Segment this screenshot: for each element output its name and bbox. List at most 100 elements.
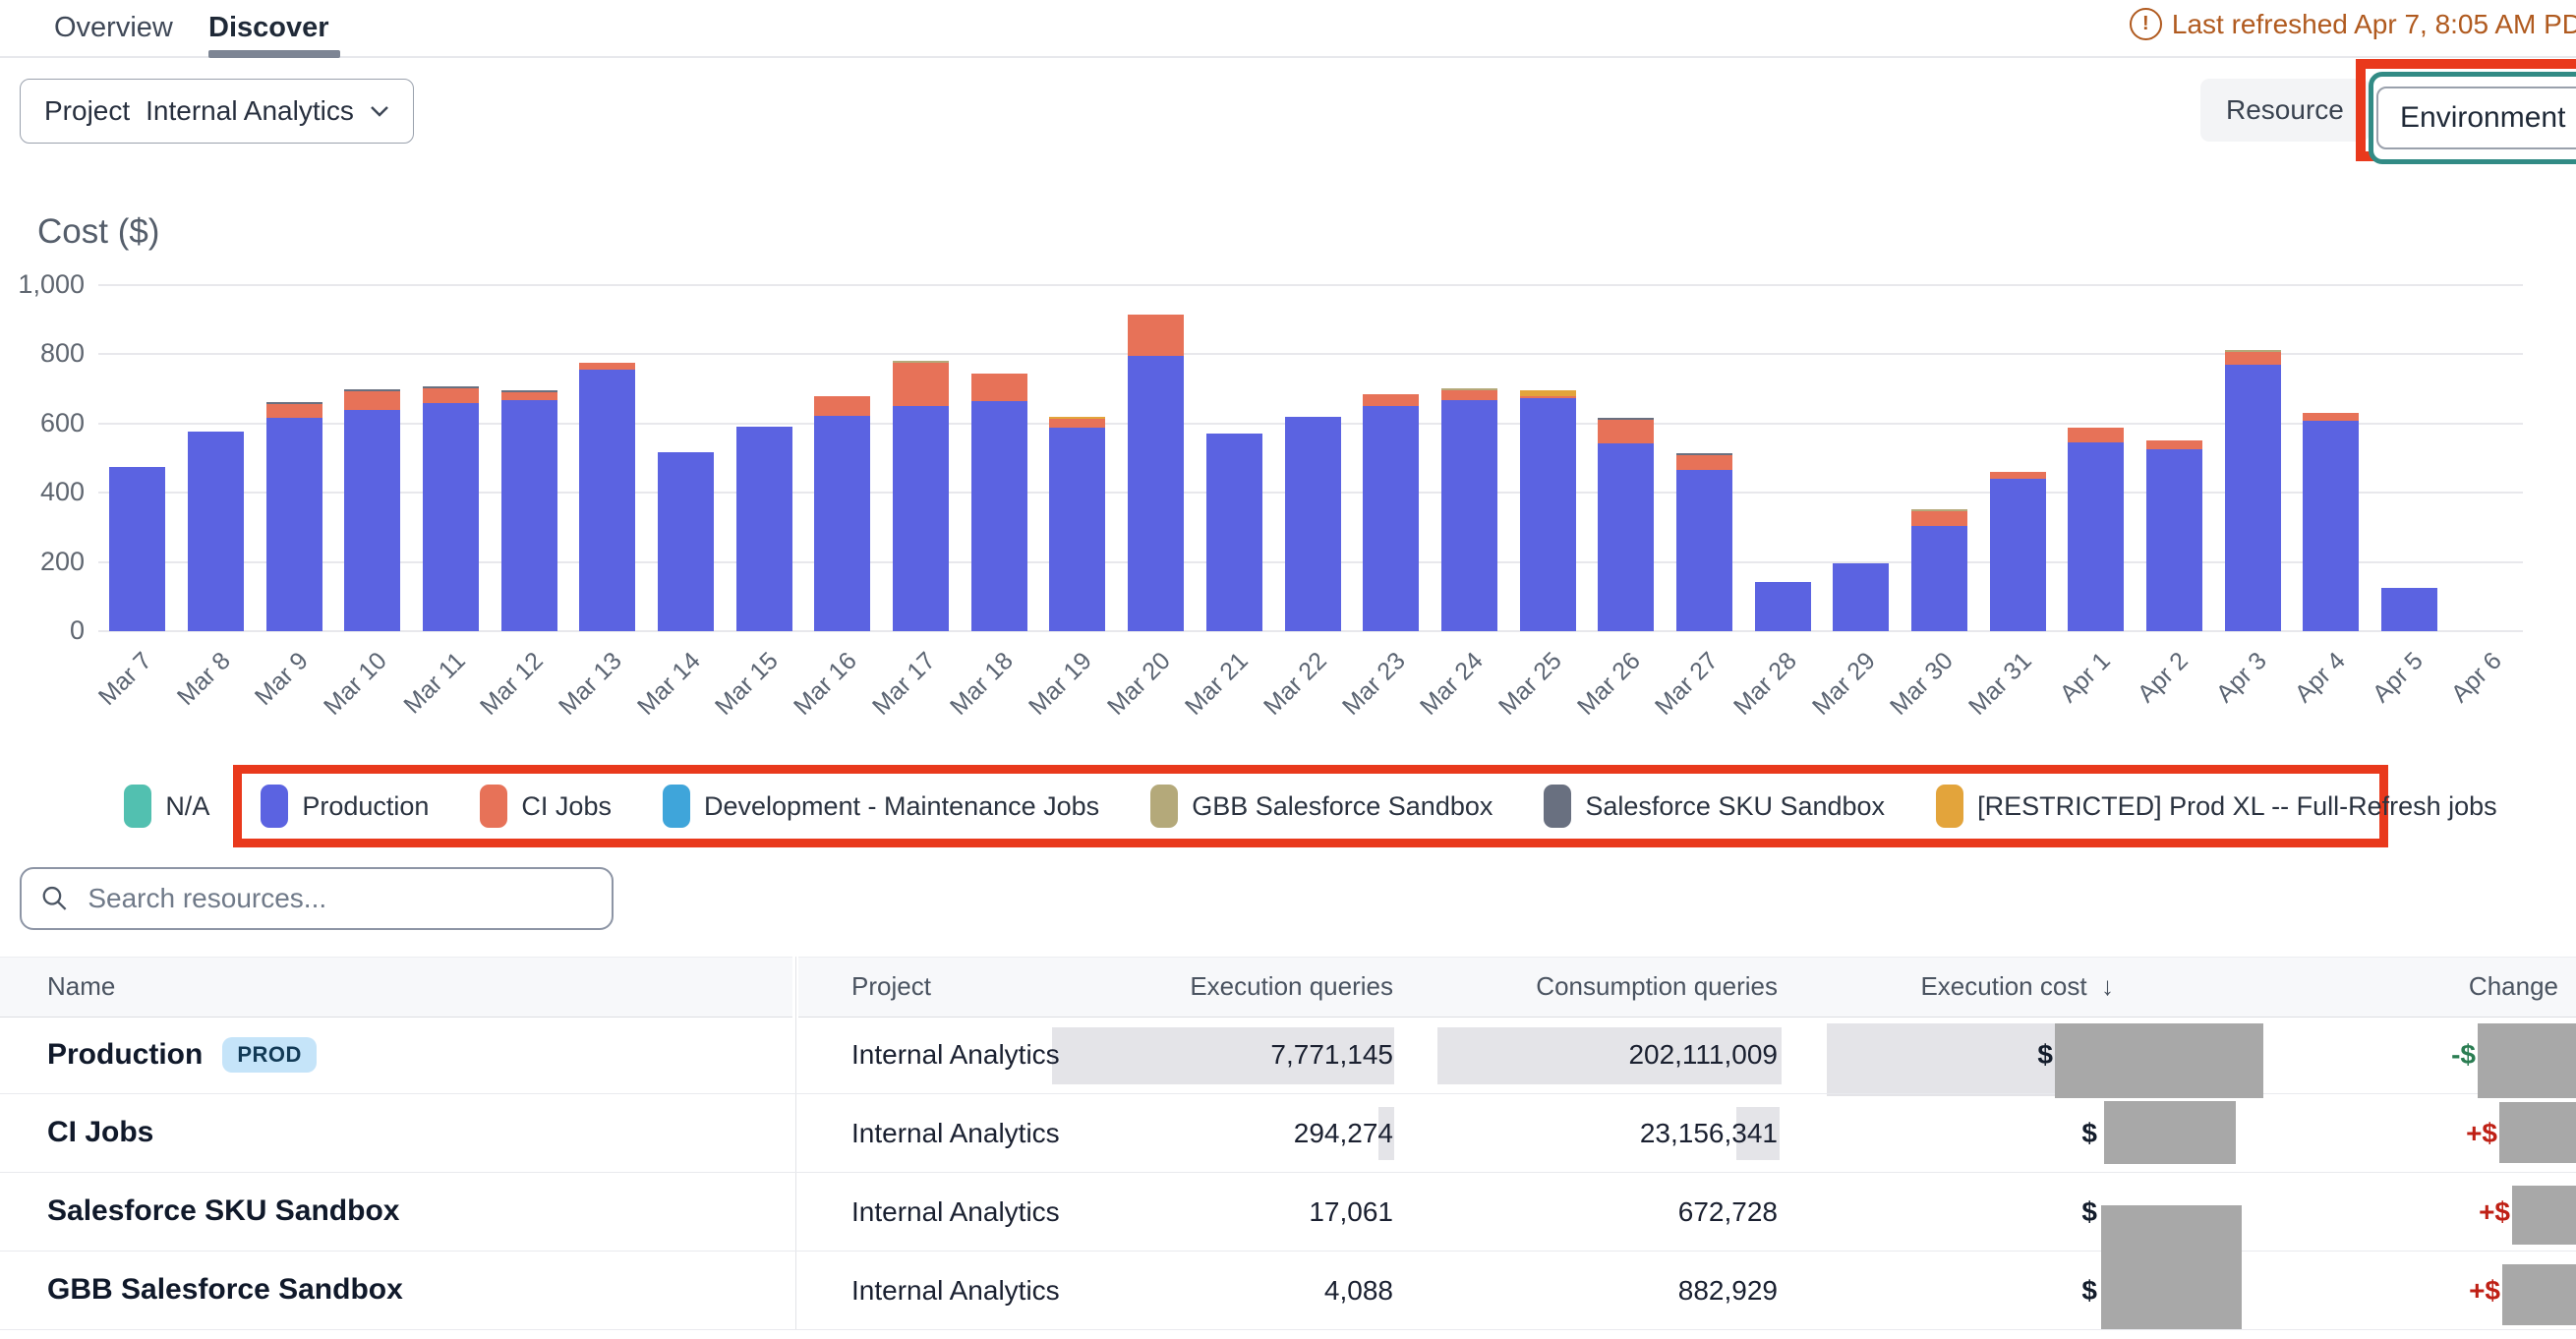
bar-segment-ci-jobs[interactable] [893, 362, 950, 406]
project-filter-dropdown[interactable]: Project Internal Analytics [20, 79, 414, 144]
bar-segment-ci-jobs[interactable] [1128, 314, 1185, 357]
bar-segment-ci-jobs[interactable] [344, 391, 401, 411]
bar-segment-production[interactable] [579, 370, 636, 631]
bar-segment-ci-jobs[interactable] [500, 392, 557, 401]
bar-segment-ci-jobs[interactable] [1989, 471, 2046, 480]
redacted-value [2101, 1205, 2242, 1329]
bar-segment-ci-jobs[interactable] [1519, 395, 1576, 398]
bar-segment-production[interactable] [1363, 406, 1420, 631]
sort-descending-icon[interactable]: ↓ [2101, 971, 2114, 1001]
bar-segment-salesforce-sku-sandbox[interactable] [265, 401, 322, 405]
tab-overview[interactable]: Overview [54, 12, 173, 43]
bar-segment-ci-jobs[interactable] [1675, 454, 1732, 471]
legend-item-gbb-salesforce-sandbox[interactable]: GBB Salesforce Sandbox [1150, 785, 1493, 828]
legend-item-production[interactable]: Production [261, 785, 429, 828]
bar-segment-gbb-salesforce-sandbox[interactable] [893, 360, 950, 363]
legend-item-n-a[interactable]: N/A [124, 785, 209, 828]
bar-segment-ci-jobs[interactable] [970, 374, 1027, 401]
bar-segment-production[interactable] [735, 427, 792, 631]
bar-segment-ci-jobs[interactable] [2303, 412, 2360, 422]
bar-segment-ci-jobs[interactable] [2145, 439, 2202, 450]
highlighted-cell [1052, 1027, 1394, 1084]
column-header-name[interactable]: Name [47, 971, 116, 1001]
bar-segment-production[interactable] [1598, 443, 1655, 631]
project-filter-label: Project [44, 95, 131, 126]
y-tick-label: 400 [39, 477, 85, 507]
bar-segment-production[interactable] [1284, 417, 1341, 631]
bar-segment-production[interactable] [814, 416, 871, 631]
resource-name[interactable]: CI Jobs [47, 1116, 154, 1148]
bar-segment-ci-jobs[interactable] [1363, 394, 1420, 407]
bar-segment-production[interactable] [970, 400, 1027, 631]
bar-segment-ci-jobs[interactable] [1440, 390, 1497, 400]
bar-segment-production[interactable] [265, 417, 322, 631]
bar-segment-production[interactable] [2224, 364, 2281, 631]
execution-cost-cell: $ [2081, 1196, 2097, 1227]
legend-item-ci-jobs[interactable]: CI Jobs [480, 785, 612, 828]
bar-segment-production[interactable] [2068, 442, 2125, 631]
table-row-ci-jobs[interactable]: CI Jobs Internal Analytics 294,274 23,156,3… [0, 1094, 2576, 1173]
bar-segment-salesforce-sku-sandbox[interactable] [344, 389, 401, 392]
bar-segment-production[interactable] [2145, 449, 2202, 631]
column-header-change[interactable]: Change [2468, 971, 2558, 1001]
bar-segment-salesforce-sku-sandbox[interactable] [423, 385, 480, 388]
resource-toggle-button[interactable]: Resource [2200, 79, 2370, 142]
bar-segment-production[interactable] [1833, 563, 1890, 631]
bar-segment-production[interactable] [1675, 470, 1732, 631]
legend-item-development-maintenance-jobs[interactable]: Development - Maintenance Jobs [662, 785, 1099, 828]
bar-segment-ci-jobs[interactable] [265, 404, 322, 418]
bar-segment-ci-jobs[interactable] [814, 395, 871, 417]
bar-segment-production[interactable] [1205, 434, 1262, 631]
search-input[interactable] [86, 882, 592, 915]
bar-segment-ci-jobs[interactable] [423, 387, 480, 403]
bar-segment-production[interactable] [423, 402, 480, 631]
table-row-production[interactable]: Production PROD Internal Analytics 7,771,14… [0, 1016, 2576, 1094]
bar-segment-ci-jobs[interactable] [1049, 419, 1106, 429]
bar-segment-production[interactable] [2380, 588, 2437, 631]
bar-segment-production[interactable] [1754, 581, 1811, 631]
table-row-salesforce-sku-sandbox[interactable]: Salesforce SKU Sandbox Internal Analytics… [0, 1173, 2576, 1252]
bar-segment-salesforce-sku-sandbox[interactable] [1598, 417, 1655, 420]
bar-segment-ci-jobs[interactable] [579, 362, 636, 371]
search-resources-box[interactable] [20, 867, 614, 930]
column-header-execution-cost[interactable]: Execution cost ↓ [1920, 971, 2114, 1002]
bar-segment-production[interactable] [1910, 525, 1967, 631]
bar-segment-production[interactable] [188, 431, 245, 631]
bar-segment--restricted-prod-xl-full-refresh-jobs[interactable] [1519, 390, 1576, 396]
bar-segment-salesforce-sku-sandbox[interactable] [1675, 452, 1732, 455]
bar-segment-salesforce-sku-sandbox[interactable] [500, 390, 557, 393]
bar-segment-ci-jobs[interactable] [2224, 351, 2281, 365]
bar-segment-gbb-salesforce-sandbox[interactable] [1910, 508, 1967, 511]
chart-legend: N/A Production CI Jobs Development - Mainte… [124, 785, 2497, 828]
table-row-gbb-salesforce-sandbox[interactable]: GBB Salesforce Sandbox Internal Analytics… [0, 1252, 2576, 1330]
bar-segment-gbb-salesforce-sandbox[interactable] [1440, 388, 1497, 391]
bar-segment-ci-jobs[interactable] [1598, 419, 1655, 444]
bar-segment--restricted-prod-xl-full-refresh-jobs[interactable] [1049, 417, 1106, 420]
bar-segment-production[interactable] [500, 400, 557, 631]
resource-name[interactable]: Salesforce SKU Sandbox [47, 1194, 400, 1227]
bar-segment-production[interactable] [1128, 356, 1185, 631]
bar-segment-ci-jobs[interactable] [1910, 510, 1967, 526]
legend-item--restricted-prod-xl-full-refresh-jobs[interactable]: [RESTRICTED] Prod XL -- Full-Refresh job… [1936, 785, 2497, 828]
bar-segment-production[interactable] [109, 466, 166, 631]
column-header-project[interactable]: Project [851, 971, 931, 1001]
bar-segment-ci-jobs[interactable] [2068, 428, 2125, 443]
bar-segment-production[interactable] [1049, 428, 1106, 631]
legend-item-salesforce-sku-sandbox[interactable]: Salesforce SKU Sandbox [1544, 785, 1885, 828]
tab-discover[interactable]: Discover [208, 12, 329, 43]
column-header-execution-queries[interactable]: Execution queries [1190, 971, 1393, 1001]
bar-segment-production[interactable] [893, 405, 950, 631]
bar-segment-production[interactable] [658, 452, 715, 631]
bar-segment-production[interactable] [2303, 421, 2360, 631]
environment-toggle-button[interactable]: Environment [2376, 87, 2576, 149]
project-filter-value: Internal Analytics [146, 95, 354, 126]
bar-segment-production[interactable] [1519, 397, 1576, 631]
bar-segment-gbb-salesforce-sandbox[interactable] [2224, 349, 2281, 352]
bar-segment-production[interactable] [1440, 399, 1497, 631]
resource-name[interactable]: Production PROD [47, 1037, 317, 1073]
bar-segment-production[interactable] [1989, 479, 2046, 631]
execution-cost-cell: $ [2037, 1039, 2053, 1070]
resource-name[interactable]: GBB Salesforce Sandbox [47, 1273, 403, 1306]
column-header-consumption-queries[interactable]: Consumption queries [1536, 971, 1778, 1001]
bar-segment-production[interactable] [344, 410, 401, 631]
